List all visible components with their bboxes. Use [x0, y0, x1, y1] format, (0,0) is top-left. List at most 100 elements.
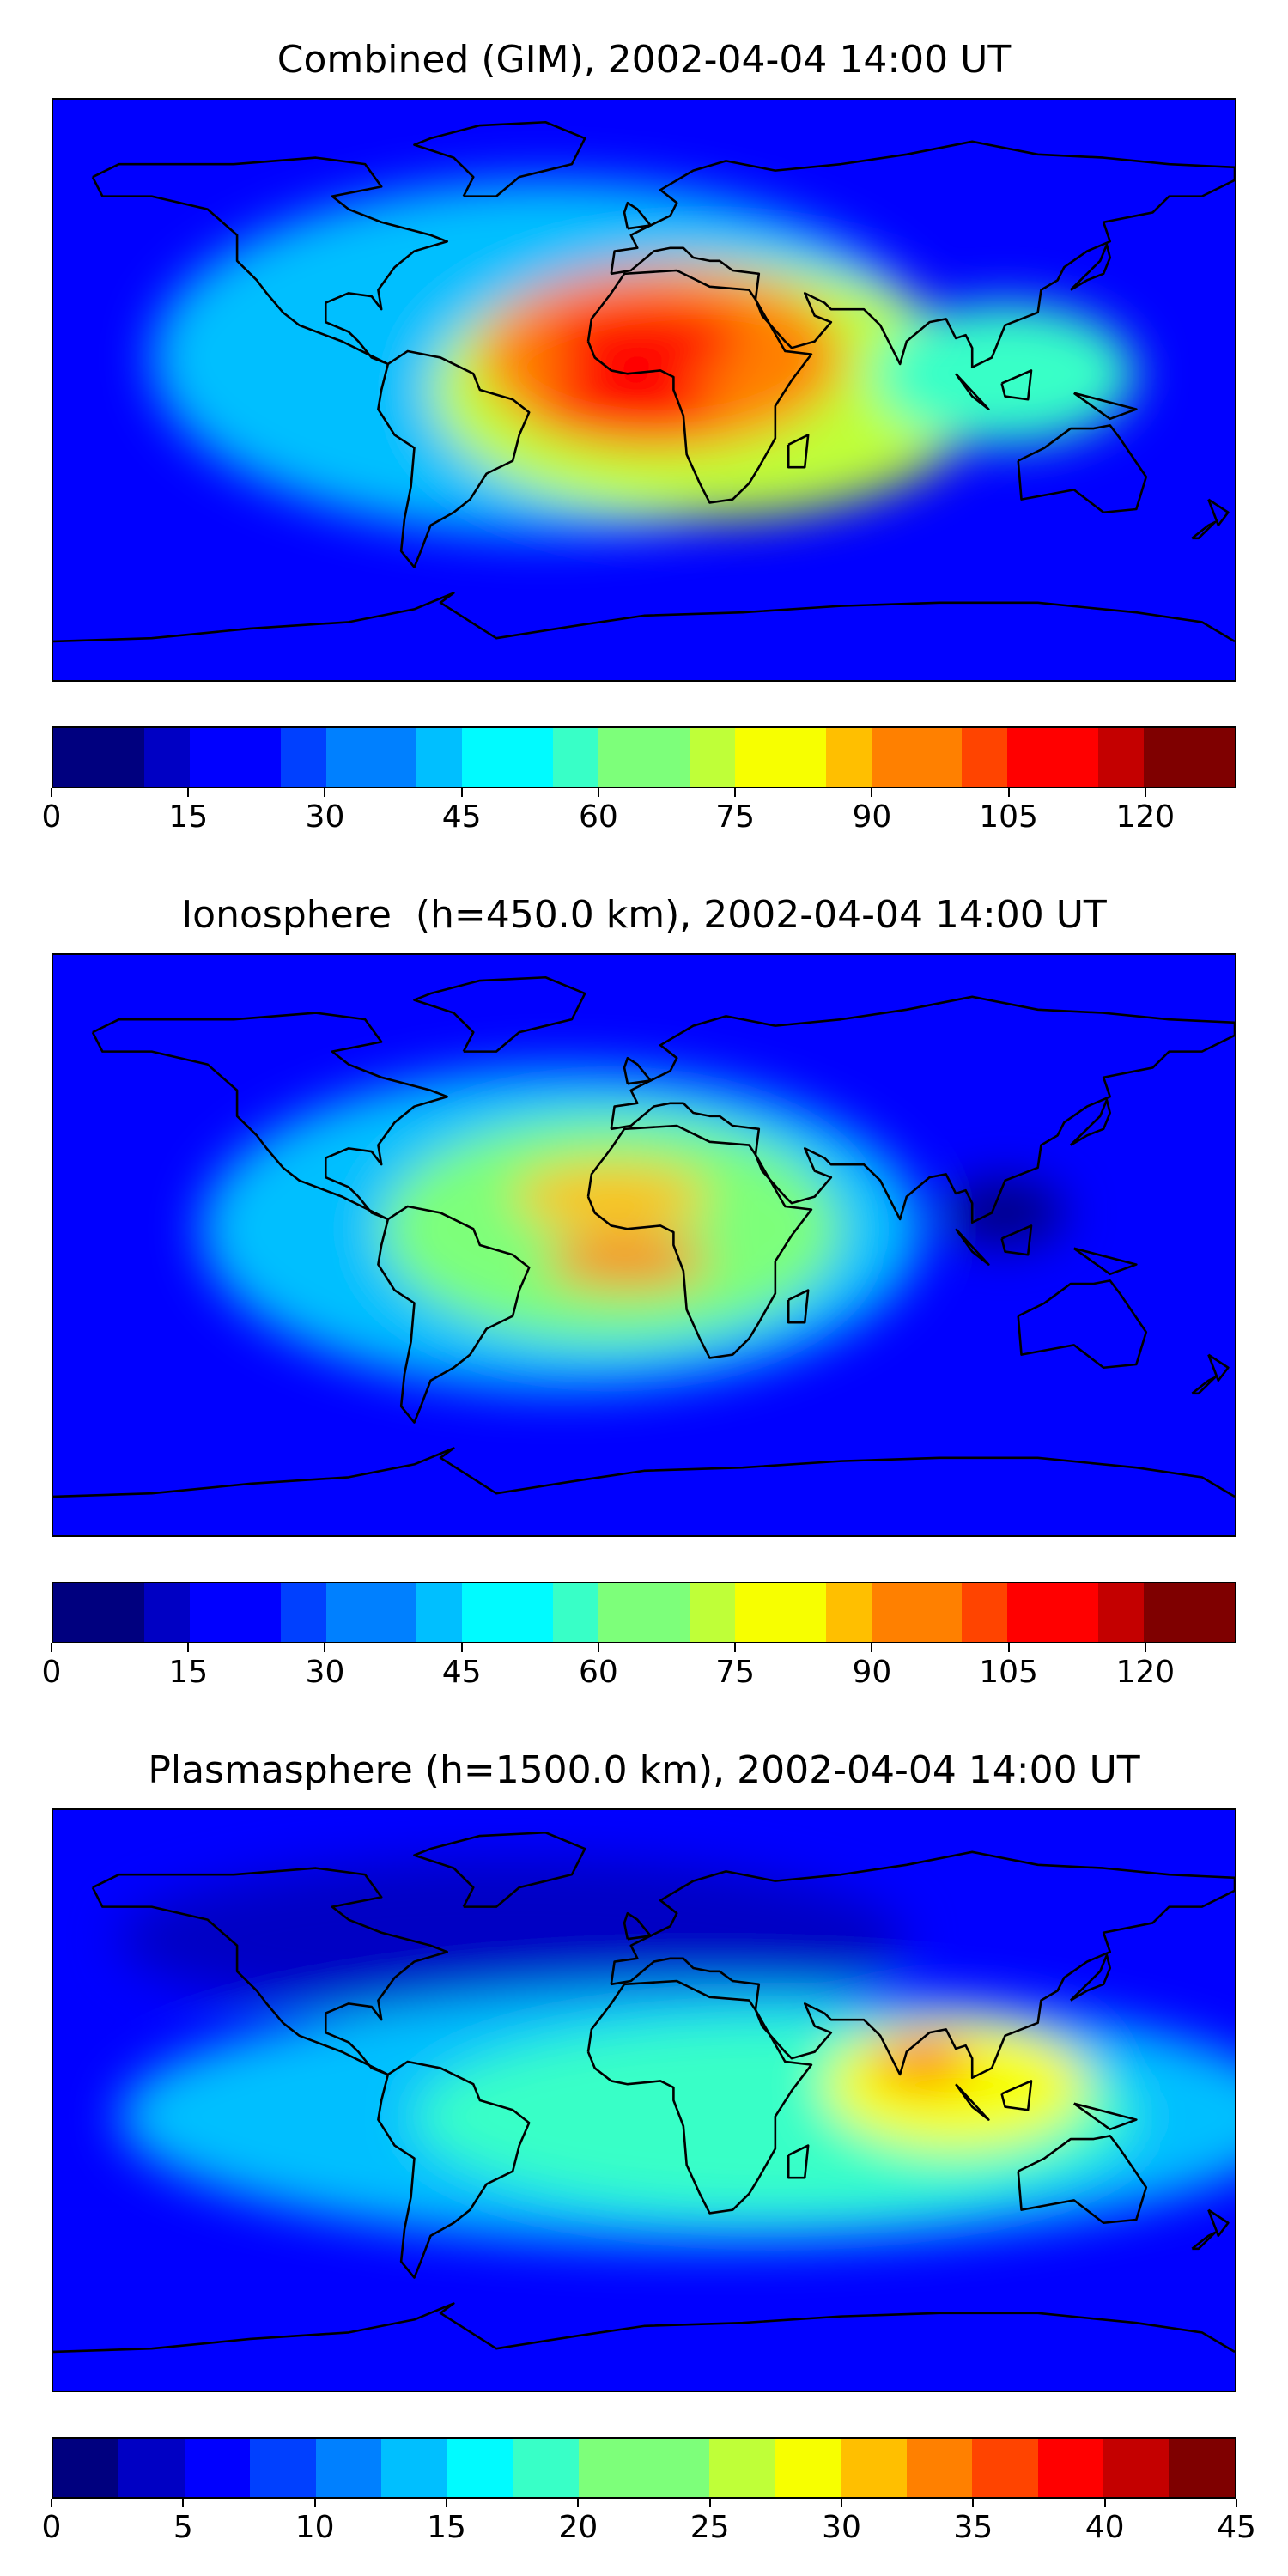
colorbar-tick-label: 105: [979, 799, 1038, 835]
tec-region-1: [381, 1115, 841, 1342]
colorbar-segment: [143, 1583, 190, 1642]
coastline-12: [1207, 1353, 1230, 1382]
coastline-8: [1069, 243, 1112, 291]
colorbar-tick-label: 30: [305, 799, 345, 835]
colorbar-segment: [643, 2439, 710, 2497]
colorbar-tick-label: 120: [1115, 799, 1176, 835]
colorbar-segment: [972, 2439, 1038, 2497]
colorbar-tick-mark: [187, 1643, 190, 1652]
colorbar-tick-mark: [187, 788, 190, 797]
colorbar-segment: [98, 1583, 144, 1642]
colorbar-segment: [1098, 1583, 1145, 1642]
colorbar-segment: [189, 1583, 235, 1642]
coastline-13: [1191, 520, 1217, 540]
colorbar-segment: [143, 728, 190, 787]
colorbar-tick-mark: [446, 2499, 447, 2507]
colorbar-tick-mark: [1007, 1643, 1010, 1652]
coastline-9: [955, 1228, 990, 1266]
colorbar-tick-label: 5: [173, 2510, 193, 2545]
colorbar-tick-label: 30: [822, 2510, 861, 2545]
coastline-11: [1072, 2102, 1138, 2131]
colorbar-tick-label: 15: [168, 799, 209, 835]
tec-region-3: [545, 1235, 710, 1287]
colorbar-tick-mark: [460, 1643, 463, 1652]
colorbar-tick-label: 0: [41, 799, 62, 835]
colorbar-tick-label: 20: [558, 2510, 598, 2545]
colorbar-segment: [780, 728, 826, 787]
colorbar-segment: [689, 1583, 735, 1642]
coastline-1: [413, 1831, 586, 1908]
coastline-0: [91, 1012, 448, 1221]
colorbar-segment: [381, 2439, 447, 2497]
colorbar-tick-label: 25: [690, 2510, 730, 2545]
coastline-1: [413, 975, 586, 1053]
coastline-5: [1017, 2135, 1148, 2225]
coastlines: [53, 120, 1235, 643]
coastline-10: [1000, 369, 1033, 401]
colorbar-tick-label: 30: [305, 1655, 345, 1690]
colorbar-segment: [53, 2439, 119, 2497]
colorbar-tick-label: 45: [1217, 2510, 1256, 2545]
colorbar-segment: [53, 1583, 99, 1642]
tec-region-4: [945, 1180, 1065, 1245]
colorbar-segment: [371, 728, 417, 787]
colorbar-tick-mark: [972, 2499, 975, 2507]
colorbar-segment: [1189, 728, 1235, 787]
colorbar-segment: [1169, 2439, 1235, 2497]
colorbar-segment: [906, 2439, 973, 2497]
coastline-14: [53, 1447, 1235, 1498]
panel-title-plasmasphere: Plasmasphere (h=1500.0 km), 2002-04-04 1…: [148, 1748, 1140, 1792]
colorbar-tick-mark: [1144, 788, 1146, 797]
coastline-9: [955, 2083, 990, 2121]
colorbar-segment: [507, 1583, 554, 1642]
colorbar-tick-mark: [324, 788, 326, 797]
coastline-2: [377, 349, 531, 568]
colorbar-segment: [1144, 728, 1190, 787]
colorbar-tick-label: 60: [579, 1655, 618, 1690]
tec-region-5: [873, 302, 1137, 445]
coastline-1: [413, 120, 586, 197]
colorbar-segment: [462, 728, 508, 787]
tec-region-4: [873, 2035, 973, 2087]
colorbar-tick-label: 90: [852, 1655, 892, 1690]
colorbar-segment: [962, 1583, 1008, 1642]
coastline-12: [1207, 2208, 1230, 2238]
coastline-4: [610, 140, 1235, 369]
coastline-11: [1072, 1247, 1138, 1276]
colorbar-tick-label: 75: [715, 799, 756, 835]
coastline-9: [955, 373, 990, 410]
colorbar-segment: [780, 1583, 826, 1642]
coastlines: [53, 1831, 1235, 2354]
colorbar-segment: [416, 1583, 463, 1642]
colorbar-segment: [315, 2439, 382, 2497]
colorbar-segment: [598, 1583, 644, 1642]
coastline-6: [787, 1289, 810, 1324]
colorbar-segment: [1144, 1583, 1190, 1642]
colorbar-segment: [118, 2439, 185, 2497]
coastlines: [53, 975, 1235, 1498]
colorbar-segment: [734, 1583, 781, 1642]
colorbar-segment: [553, 728, 599, 787]
colorbar-ticks-plasmasphere: 0 5 10 15 20 25 30 35 40 45: [42, 2499, 1256, 2550]
colorbar-tick-label: 45: [441, 1655, 482, 1690]
panel-title-combined: Combined (GIM), 2002-04-04 14:00 UT: [276, 38, 1012, 82]
coastline-10: [1000, 2080, 1033, 2111]
colorbar-tick-mark: [182, 2499, 185, 2507]
colorbar-tick-label: 105: [979, 1655, 1038, 1690]
map-plasmasphere: [52, 1808, 1236, 2392]
colorbar-segment: [916, 728, 963, 787]
colorbar-tick-mark: [871, 788, 873, 797]
colorbar-segment: [916, 1583, 963, 1642]
coastline-14: [53, 2302, 1235, 2354]
colorbar-segment: [1053, 1583, 1099, 1642]
coastline-13: [1191, 1376, 1217, 1395]
colorbar-tick-label: 15: [427, 2510, 466, 2545]
colorbar-tick-mark: [313, 2499, 316, 2507]
colorbar-tick-mark: [324, 1643, 326, 1652]
colorbar-segment: [553, 1583, 599, 1642]
colorbar-tick-mark: [51, 1643, 52, 1652]
colorbar-tick-label: 0: [41, 1655, 62, 1690]
colorbar-segment: [280, 728, 326, 787]
colorbar-segment: [513, 2439, 579, 2497]
map-combined: [52, 98, 1236, 682]
